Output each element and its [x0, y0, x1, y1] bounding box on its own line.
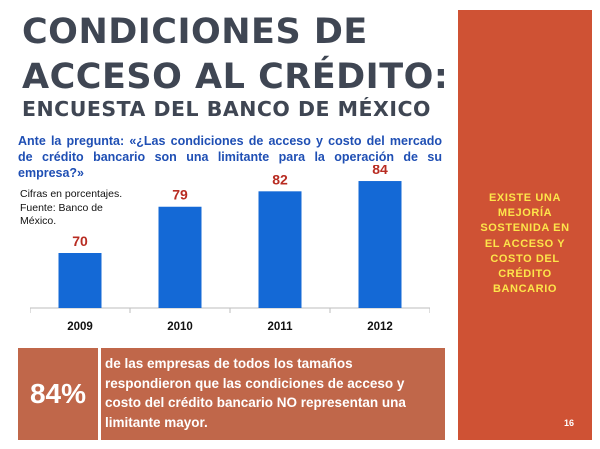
data-label-2009: 70 [72, 233, 88, 249]
slide-title-line-2: ACCESO AL CRÉDITO: [22, 57, 449, 97]
x-tick-label-2011: 2011 [268, 321, 294, 333]
callout-percentage: 84% [29, 378, 87, 409]
side-panel-text: EXISTE UNA MEJORÍA SOSTENIDA EN EL ACCES… [480, 192, 570, 296]
x-tick-label-2009: 2009 [67, 321, 93, 333]
bar-2010 [158, 206, 202, 308]
x-tick-label-2010: 2010 [167, 321, 193, 333]
data-label-2010: 79 [172, 187, 188, 203]
callout-divider [98, 348, 101, 440]
data-label-2012: 84 [372, 165, 388, 177]
chart-source-note: Cifras en porcentajes. Fuente: Banco de … [20, 188, 150, 229]
bar-2009 [58, 253, 102, 308]
slide-title: CONDICIONES DE ACCESO AL CRÉDITO: [22, 10, 452, 100]
survey-question: Ante la pregunta: «¿Las condiciones de a… [18, 134, 442, 180]
data-label-2011: 82 [272, 171, 288, 187]
bar-chart: 70 2009 79 2010 82 2011 84 2012 [30, 165, 430, 333]
source-line-1: Cifras en porcentajes. [20, 188, 123, 200]
callout-text: de las empresas de todos los tamaños res… [105, 356, 406, 430]
x-tick-label-2012: 2012 [367, 321, 393, 333]
bar-2012 [358, 181, 402, 308]
slide-subtitle: ENCUESTA DEL BANCO DE MÉXICO [22, 97, 431, 121]
page-number: 16 [563, 418, 574, 428]
source-line-3: México. [20, 215, 57, 227]
source-line-2: Fuente: Banco de [20, 201, 103, 214]
side-panel: EXISTE UNA MEJORÍA SOSTENIDA EN EL ACCES… [458, 10, 592, 440]
bar-2011 [258, 191, 302, 308]
callout-box: 84% de las empresas de todos los tamaños… [18, 348, 445, 440]
slide-title-line-1: CONDICIONES DE [22, 12, 368, 52]
